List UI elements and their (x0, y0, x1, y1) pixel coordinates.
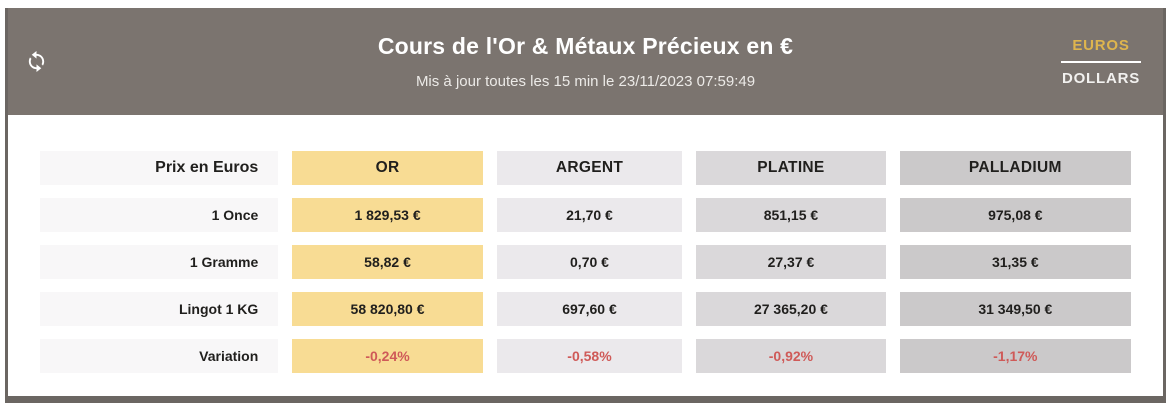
variation-platine: -0,92% (696, 339, 886, 373)
page-title: Cours de l'Or & Métaux Précieux en € (377, 33, 794, 59)
currency-option-euros[interactable]: EUROS (1072, 36, 1130, 54)
row-label-once: 1 Once (40, 198, 279, 232)
value-or-lingot: 58 820,80 € (292, 292, 483, 326)
price-table: Prix en Euros OR ARGENT PLATINE PALLADIU… (40, 151, 1131, 373)
value-argent-once: 21,70 € (496, 198, 683, 232)
value-or-gramme: 58,82 € (292, 245, 483, 279)
value-platine-lingot: 27 365,20 € (696, 292, 886, 326)
value-argent-gramme: 0,70 € (496, 245, 683, 279)
widget-card: Cours de l'Or & Métaux Précieux en € Mis… (5, 8, 1166, 403)
value-argent-lingot: 697,60 € (496, 292, 683, 326)
currency-toggle-divider (1061, 60, 1141, 63)
value-palladium-once: 975,08 € (899, 198, 1131, 232)
column-header-argent: ARGENT (496, 151, 683, 185)
column-header-palladium: PALLADIUM (899, 151, 1131, 185)
value-palladium-gramme: 31,35 € (899, 245, 1131, 279)
table-corner-header: Prix en Euros (40, 151, 279, 185)
value-palladium-lingot: 31 349,50 € (899, 292, 1131, 326)
value-or-once: 1 829,53 € (292, 198, 483, 232)
widget-body: Prix en Euros OR ARGENT PLATINE PALLADIU… (8, 115, 1163, 397)
row-label-lingot: Lingot 1 KG (40, 292, 279, 326)
value-platine-gramme: 27,37 € (696, 245, 886, 279)
row-label-gramme: 1 Gramme (40, 245, 279, 279)
variation-argent: -0,58% (496, 339, 683, 373)
column-header-or: OR (292, 151, 483, 185)
value-platine-once: 851,15 € (696, 198, 886, 232)
variation-or: -0,24% (292, 339, 483, 373)
update-status-text: Mis à jour toutes les 15 min le 23/11/20… (415, 73, 756, 90)
row-label-variation: Variation (40, 339, 279, 373)
refresh-icon (28, 50, 44, 73)
refresh-button[interactable] (22, 48, 50, 76)
widget-header: Cours de l'Or & Métaux Précieux en € Mis… (8, 8, 1163, 115)
variation-palladium: -1,17% (899, 339, 1131, 373)
currency-toggle: EUROS DOLLARS (1061, 37, 1141, 87)
column-header-platine: PLATINE (696, 151, 886, 185)
currency-option-dollars[interactable]: DOLLARS (1061, 69, 1141, 87)
